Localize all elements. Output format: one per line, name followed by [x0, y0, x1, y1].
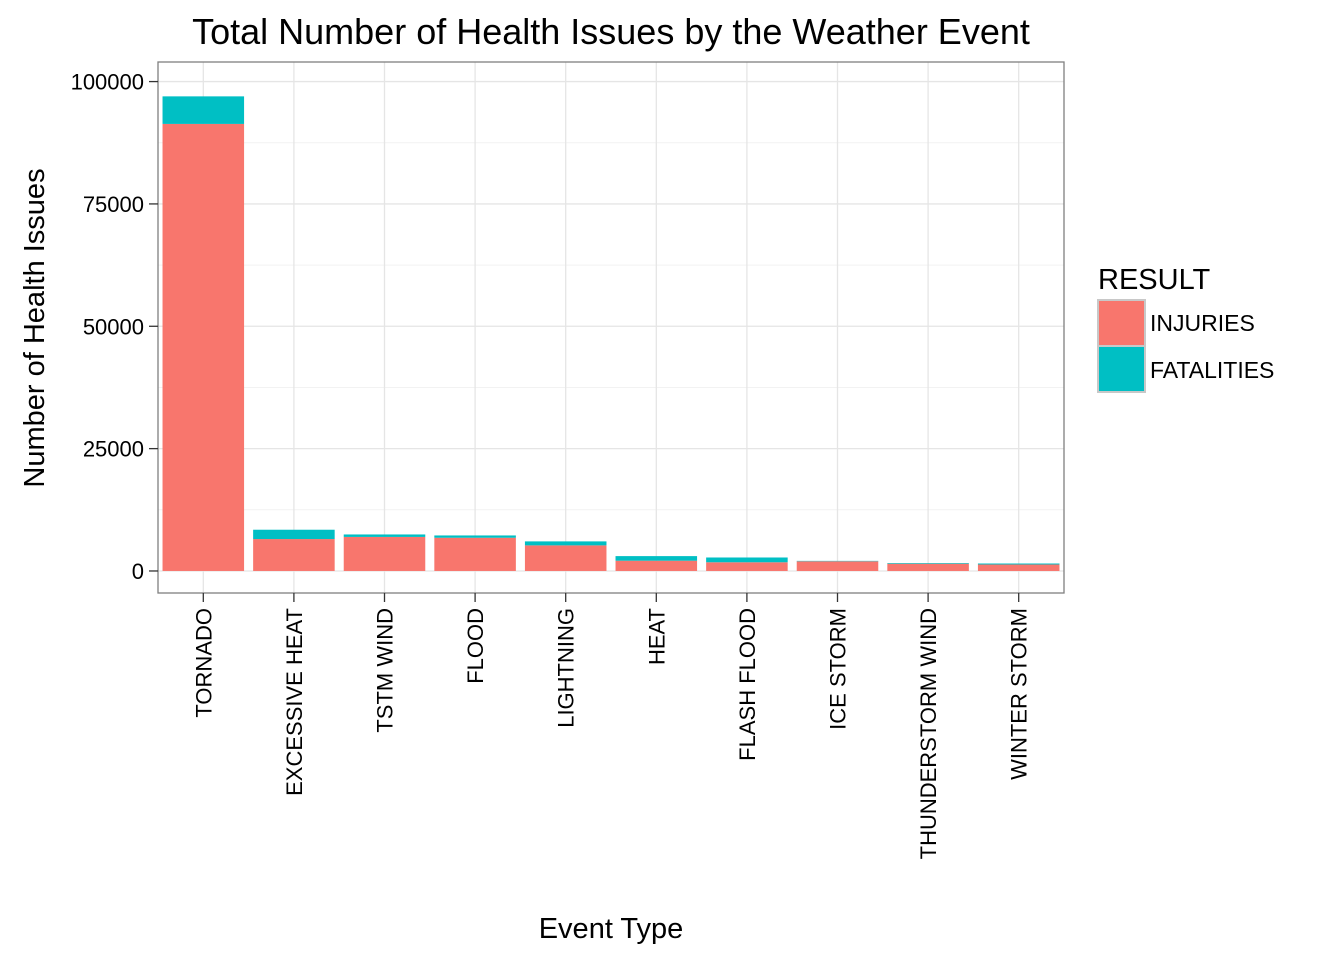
x-axis-title: Event Type: [539, 913, 684, 945]
bar-fatalities-thunderstorm-wind: [887, 563, 969, 564]
bar-injuries-excessive-heat: [253, 539, 335, 571]
y-tick-label: 25000: [83, 437, 144, 462]
x-tick-label: WINTER STORM: [1007, 608, 1032, 780]
bar-injuries-lightning: [524, 545, 607, 571]
bar-injuries-flash-flood: [706, 562, 788, 571]
legend-label-injuries: INJURIES: [1150, 310, 1255, 336]
legend-label-fatalities: FATALITIES: [1150, 357, 1274, 383]
bar-fatalities-flash-flood: [706, 557, 788, 563]
x-tick-label: TORNADO: [191, 608, 216, 718]
legend: RESULT INJURIES FATALITIES: [1097, 264, 1274, 393]
legend-swatch-injuries: [1097, 299, 1146, 347]
x-tick-label: THUNDERSTORM WIND: [916, 608, 941, 859]
bar-injuries-ice-storm: [796, 561, 879, 571]
bar-injuries-thunderstorm-wind: [887, 563, 969, 571]
plot-border: [157, 61, 1065, 594]
bar-fatalities-flood: [434, 535, 516, 538]
bar-fatalities-lightning: [524, 541, 607, 546]
bar-injuries-winter-storm: [977, 564, 1060, 571]
x-tick-label: EXCESSIVE HEAT: [282, 608, 307, 796]
legend-title: RESULT: [1098, 264, 1211, 296]
bar-injuries-tstm-wind: [343, 536, 426, 571]
bar-fatalities-excessive-heat: [253, 529, 335, 540]
chart-title: Total Number of Health Issues by the Wea…: [192, 11, 1030, 52]
bar-fatalities-heat: [615, 556, 698, 561]
legend-swatch-fatalities: [1097, 345, 1146, 393]
bar-injuries-heat: [615, 560, 698, 571]
legend-item-fatalities: FATALITIES: [1097, 345, 1274, 393]
bar-injuries-tornado: [162, 123, 245, 571]
y-tick-label: 100000: [71, 70, 144, 95]
y-tick-label: 50000: [83, 314, 144, 339]
x-tick-label: FLASH FLOOD: [735, 608, 760, 761]
bar-injuries-flood: [434, 537, 516, 571]
x-tick-label: FLOOD: [463, 608, 488, 684]
y-axis-title: Number of Health Issues: [19, 168, 51, 487]
x-tick-label: ICE STORM: [826, 608, 851, 730]
bar-fatalities-winter-storm: [977, 563, 1060, 565]
bar-fatalities-tstm-wind: [343, 534, 426, 537]
x-tick-label: HEAT: [644, 608, 669, 665]
y-tick-label: 0: [132, 559, 144, 584]
x-tick-label: LIGHTNING: [554, 608, 579, 728]
legend-item-injuries: INJURIES: [1097, 299, 1255, 347]
x-tick-label: TSTM WIND: [373, 608, 398, 733]
axes: 0 25000 50000 75000 100000 TORNADO EXCESSIVE H…: [71, 70, 1032, 860]
gridlines: [158, 62, 1064, 593]
y-tick-label: 75000: [83, 192, 144, 217]
bars: [162, 96, 1060, 571]
bar-fatalities-tornado: [162, 96, 245, 124]
